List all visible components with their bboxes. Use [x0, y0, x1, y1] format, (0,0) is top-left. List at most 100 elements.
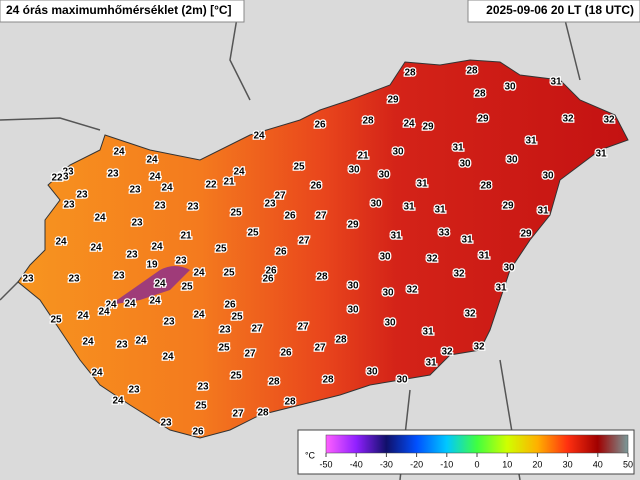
station-value: 23 — [116, 340, 128, 351]
station-value: 28 — [316, 272, 328, 283]
station-value: 32 — [441, 347, 453, 358]
station-value: 29 — [347, 220, 359, 231]
station-value: 25 — [230, 208, 242, 219]
station-value: 23 — [22, 274, 34, 285]
station-value: 32 — [603, 115, 615, 126]
station-value: 26 — [275, 247, 287, 258]
station-value: 30 — [542, 171, 554, 182]
station-value: 24 — [135, 336, 147, 347]
station-value: 24 — [193, 268, 205, 279]
station-value: 28 — [362, 116, 374, 127]
station-value: 27 — [314, 343, 326, 354]
station-value: 30 — [379, 252, 391, 263]
station-value: 29 — [422, 122, 434, 133]
station-value: 26 — [284, 211, 296, 222]
title: 24 órás maximumhőmérséklet (2m) [°C] — [6, 3, 232, 17]
station-value: 28 — [268, 377, 280, 388]
station-value: 27 — [274, 191, 286, 202]
station-value: 23 — [160, 418, 172, 429]
station-value: 23 — [187, 202, 199, 213]
borders — [0, 0, 581, 480]
station-value: 27 — [297, 322, 309, 333]
station-value: 22 — [205, 180, 217, 191]
station-value: 31 — [416, 179, 428, 190]
station-value: 30 — [348, 165, 360, 176]
title-box — [0, 0, 245, 23]
station-value: 25 — [223, 268, 235, 279]
station-value: 30 — [378, 170, 390, 181]
station-value: 31 — [595, 149, 607, 160]
station-value: 24 — [151, 242, 163, 253]
station-value: 28 — [404, 68, 416, 79]
station-value: 23 — [107, 169, 119, 180]
station-value: 23 — [219, 325, 231, 336]
stations: 28 28 31 30 28 29 32 32 26 28 24 29 29 24 31 31 30 31 21 25… — [21, 64, 616, 439]
station-value: 23 — [154, 201, 166, 212]
station-value: 32 — [464, 309, 476, 320]
colorbar-tick-label: 10 — [502, 459, 512, 469]
station-value: 28 — [257, 408, 269, 419]
station-value: 30 — [366, 367, 378, 378]
station-value: 24 — [253, 131, 265, 142]
station-value: 28 — [322, 375, 334, 386]
station-value: 27 — [232, 409, 244, 420]
station-value: 24 — [124, 299, 136, 310]
station-value: 23 — [126, 250, 138, 261]
station-value: 33 — [438, 228, 450, 239]
station-value: 32 — [562, 114, 574, 125]
station-value: 21 — [357, 151, 369, 162]
station-value: 24 — [98, 307, 110, 318]
station-value: 23 — [76, 190, 88, 201]
station-value: 23 — [68, 274, 80, 285]
station-value: 32 — [453, 269, 465, 280]
station-value: 30 — [382, 288, 394, 299]
station-value: 29 — [502, 201, 514, 212]
colorbar-tick-label: 20 — [532, 459, 542, 469]
station-value: 25 — [230, 371, 242, 382]
station-value: 28 — [474, 89, 486, 100]
colorbar-tick-label: 0 — [474, 459, 479, 469]
station-value: 23 — [63, 200, 75, 211]
station-value: 24 — [149, 296, 161, 307]
station-value: 24 — [77, 311, 89, 322]
station-value: 24 — [154, 279, 166, 290]
station-value: 28 — [480, 181, 492, 192]
colorbar-tick-label: -10 — [440, 459, 453, 469]
station-value: 24 — [82, 337, 94, 348]
station-value: 30 — [347, 305, 359, 316]
station-value: 31 — [403, 202, 415, 213]
country — [17, 59, 629, 439]
station-value: 25 — [50, 315, 62, 326]
station-value: 23 — [197, 382, 209, 393]
station-value: 24 — [403, 119, 415, 130]
station-value: 27 — [251, 324, 263, 335]
station-value: 25 — [218, 343, 230, 354]
station-value: 30 — [506, 155, 518, 166]
station-value: 31 — [425, 358, 437, 369]
station-value: 30 — [392, 147, 404, 158]
station-value: 24 — [161, 183, 173, 194]
colorbar-tick-label: 50 — [623, 459, 633, 469]
colorbar-tick-label: -40 — [350, 459, 363, 469]
station-value: 23 — [131, 218, 143, 229]
station-value: 31 — [537, 206, 549, 217]
station-value: 30 — [370, 199, 382, 210]
station-value: 32 — [473, 342, 485, 353]
station-value: 31 — [525, 136, 537, 147]
colorbar-tick-label: 30 — [563, 459, 573, 469]
station-value: 31 — [478, 251, 490, 262]
station-value: 24 — [146, 155, 158, 166]
station-value: 26 — [310, 181, 322, 192]
station-value: 26 — [314, 120, 326, 131]
station-value: 25 — [215, 244, 227, 255]
station-value: 31 — [434, 205, 446, 216]
station-value: 31 — [550, 77, 562, 88]
station-value: 30 — [347, 281, 359, 292]
station-value: 21 — [180, 231, 192, 242]
station-value: 24 — [162, 352, 174, 363]
station-value: 21 — [223, 177, 235, 188]
station-value: 26 — [262, 274, 274, 285]
station-value: 24 — [55, 237, 67, 248]
station-value: 25 — [247, 228, 259, 239]
station-value: 29 — [387, 95, 399, 106]
